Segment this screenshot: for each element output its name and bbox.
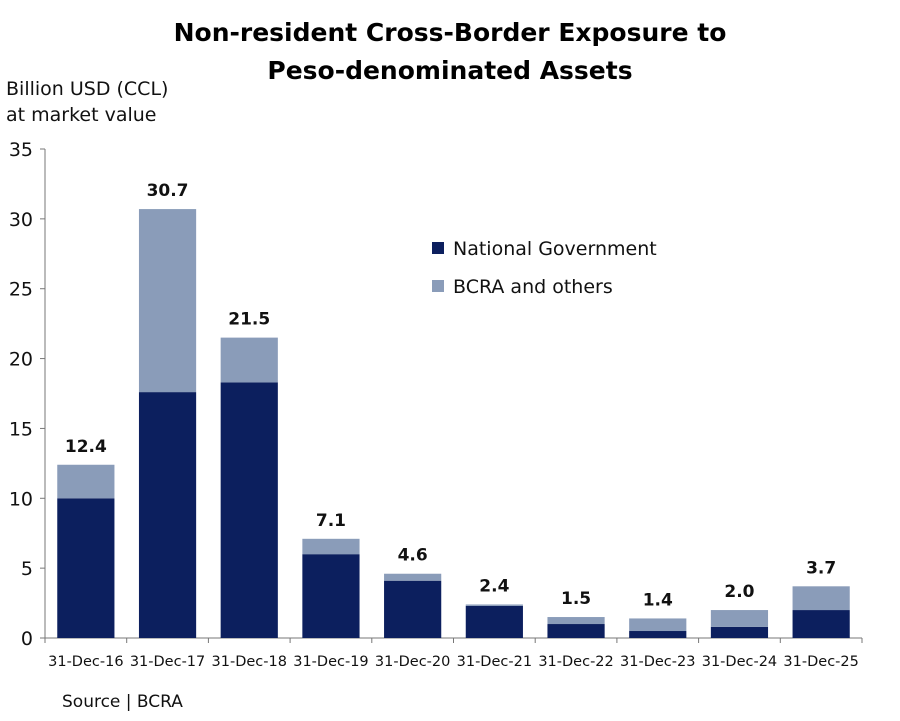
y-tick-label: 20	[9, 349, 33, 371]
bar-bcra-and-others	[465, 604, 523, 606]
y-tick-label: 10	[9, 488, 33, 510]
bar-national-government	[384, 580, 442, 638]
legend-label: BCRA and others	[453, 276, 613, 298]
x-tick-label: 31-Dec-24	[702, 654, 777, 670]
bar-national-government	[465, 605, 523, 638]
data-label: 7.1	[316, 511, 346, 531]
y-axis-label: Billion USD (CCL) at market value	[6, 76, 168, 128]
data-label: 12.4	[65, 437, 107, 457]
data-label: 21.5	[228, 310, 270, 330]
title-line-2: Peso-denominated Assets	[267, 56, 633, 85]
bar-national-government	[792, 610, 850, 638]
bar-national-government	[138, 392, 197, 638]
x-tick-label: 31-Dec-19	[293, 654, 368, 670]
bar-national-government	[629, 631, 687, 638]
bar-bcra-and-others	[547, 617, 605, 625]
bar-bcra-and-others	[138, 209, 197, 393]
data-label: 1.5	[561, 589, 591, 609]
x-tick-label: 31-Dec-17	[130, 654, 205, 670]
legend-label: National Government	[453, 238, 657, 260]
data-label: 30.7	[147, 181, 189, 201]
data-label: 1.4	[643, 590, 673, 610]
bar-national-government	[57, 498, 115, 638]
y-tick-label: 35	[9, 139, 33, 161]
x-tick-label: 31-Dec-16	[48, 654, 123, 670]
y-tick-label: 0	[21, 628, 33, 650]
y-tick-label: 5	[21, 558, 33, 580]
bar-bcra-and-others	[710, 610, 769, 627]
bar-bcra-and-others	[792, 586, 850, 611]
bar-bcra-and-others	[57, 464, 115, 499]
bar-bcra-and-others	[384, 573, 442, 581]
x-tick-label: 31-Dec-20	[375, 654, 450, 670]
x-tick-label: 31-Dec-21	[457, 654, 532, 670]
chart-title: Non-resident Cross-Border Exposure to Pe…	[0, 14, 900, 90]
x-tick-label: 31-Dec-25	[783, 654, 858, 670]
x-tick-label: 31-Dec-23	[620, 654, 695, 670]
data-label: 4.6	[398, 546, 428, 566]
bar-bcra-and-others	[629, 618, 687, 632]
data-label: 2.4	[479, 576, 509, 596]
legend-swatch	[432, 280, 444, 292]
bar-national-government	[220, 382, 278, 638]
bar-national-government	[547, 624, 605, 638]
bar-bcra-and-others	[220, 337, 278, 383]
bar-bcra-and-others	[302, 538, 360, 555]
y-axis-label-line-1: Billion USD (CCL)	[6, 78, 169, 100]
y-tick-label: 15	[9, 418, 33, 440]
data-label: 2.0	[724, 582, 754, 602]
y-tick-label: 25	[9, 279, 33, 301]
source-note: Source | BCRA	[62, 692, 183, 712]
bar-national-government	[302, 554, 360, 638]
legend-swatch	[432, 242, 444, 254]
y-tick-label: 30	[9, 209, 33, 231]
x-tick-label: 31-Dec-18	[212, 654, 287, 670]
title-line-1: Non-resident Cross-Border Exposure to	[173, 18, 727, 47]
y-axis-label-line-2: at market value	[6, 104, 157, 126]
bar-national-government	[710, 626, 769, 638]
data-label: 3.7	[806, 558, 836, 578]
x-tick-label: 31-Dec-22	[538, 654, 613, 670]
